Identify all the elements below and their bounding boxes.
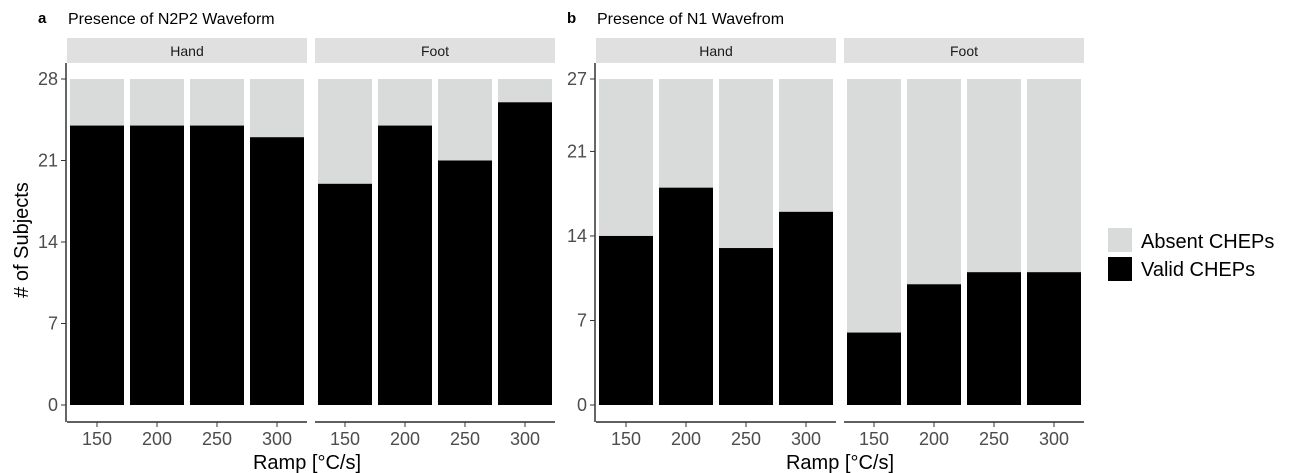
panel-b-plot: 0 7 14 21 27 Hand 150 200 250 300 Foot 150 200 250 300: [567, 38, 1084, 449]
panel-b-foot-bar-valid-200: [907, 284, 961, 405]
panel-a-letter: a: [38, 10, 47, 27]
panel-a-foot-bar-absent-150: [318, 79, 372, 184]
panel-b-foot-bar-absent-200: [907, 79, 961, 285]
legend-swatch-absent: [1108, 228, 1132, 252]
panel-b-hand-bar-valid-200: [659, 187, 713, 405]
panel-a-hand-bar-absent-300: [250, 79, 304, 138]
legend-swatch-valid: [1108, 257, 1132, 281]
panel-b-hand-strip: [596, 38, 836, 63]
panel-a-hand-x-tick-label-250: 250: [202, 429, 232, 449]
panel-a-hand-strip: [67, 38, 307, 63]
panel-a-foot-bar-absent-250: [438, 79, 492, 161]
panel-a-hand-x-tick-label-300: 300: [262, 429, 292, 449]
panel-a-title: Presence of N2P2 Waveform: [68, 11, 275, 28]
panel-a-y-tick-label: 21: [38, 151, 58, 171]
panel-b-foot-x-tick-label-250: 250: [979, 429, 1009, 449]
panel-a-hand-bar-valid-250: [190, 125, 244, 406]
panel-b-foot-strip-label: Foot: [950, 43, 978, 59]
panel-b-y-tick-label: 0: [577, 395, 587, 415]
panel-b-hand-bar-absent-200: [659, 79, 713, 188]
panel-a-hand-bar-valid-150: [70, 125, 124, 406]
panel-b-hand-strip-label: Hand: [699, 43, 732, 59]
panel-a-foot-bar-absent-200: [378, 79, 432, 126]
panel-a-foot-bar-valid-250: [438, 160, 492, 405]
panel-b-hand-x-tick-label-250: 250: [731, 429, 761, 449]
panel-a-hand-bar-absent-200: [130, 79, 184, 126]
panel-a-hand-bar-absent-250: [190, 79, 244, 126]
panel-b-foot-bar-valid-250: [967, 272, 1021, 405]
panel-a-foot-strip: [315, 38, 555, 63]
panel-a-foot-bar-valid-150: [318, 183, 372, 405]
panel-b-hand-x-tick-label-200: 200: [671, 429, 701, 449]
panel-a-plot: 0 7 14 21 28 Hand 150 200 250 300 Foot 150 200 250 300: [38, 38, 555, 449]
panel-b-foot-strip: [844, 38, 1084, 63]
panel-b-hand-x-tick-label-150: 150: [611, 429, 641, 449]
panel-a-x-axis-title: Ramp [°C/s]: [253, 452, 361, 473]
panel-b-foot-x-tick-label-150: 150: [859, 429, 889, 449]
legend-label-absent: Absent CHEPs: [1141, 231, 1274, 253]
panel-b-y-tick-label: 14: [567, 226, 587, 246]
panel-b-foot-x-tick-label-200: 200: [919, 429, 949, 449]
panel-b-hand-x-tick-label-300: 300: [791, 429, 821, 449]
panel-a-y-tick-label: 14: [38, 232, 58, 252]
panel-a-hand-bar-valid-300: [250, 137, 304, 405]
panel-a-foot-x-tick-label-300: 300: [510, 429, 540, 449]
panel-b-hand-bar-absent-150: [599, 79, 653, 236]
panel-a-foot-bar-absent-300: [498, 79, 552, 103]
panel-b-foot-bar-valid-300: [1027, 272, 1081, 405]
panel-a-hand-bar-absent-150: [70, 79, 124, 126]
panel-a-foot-x-tick-label-150: 150: [330, 429, 360, 449]
panel-b-letter: b: [567, 10, 576, 27]
panel-a-y-axis-title: # of Subjects: [11, 182, 33, 298]
panel-b-foot-bar-valid-150: [847, 332, 901, 405]
panel-b-y-tick-label: 7: [577, 310, 587, 330]
panel-b-hand-bar-absent-250: [719, 79, 773, 249]
panel-b-hand-bar-absent-300: [779, 79, 833, 212]
panel-b-foot-x-tick-label-300: 300: [1039, 429, 1069, 449]
panel-a-y-tick-label: 0: [48, 395, 58, 415]
panel-b-hand-bar-valid-150: [599, 235, 653, 405]
panel-b-y-tick-label: 21: [567, 141, 587, 161]
panel-b-hand-bar-valid-250: [719, 248, 773, 405]
legend-label-valid: Valid CHEPs: [1141, 259, 1255, 281]
panel-a-foot-bar-valid-300: [498, 102, 552, 406]
panel-b-y-tick-label: 27: [567, 69, 587, 89]
panel-a-hand-x-tick-label-150: 150: [82, 429, 112, 449]
panel-a-foot-x-tick-label-200: 200: [390, 429, 420, 449]
panel-a-foot-x-tick-label-250: 250: [450, 429, 480, 449]
legend: Absent CHEPs Valid CHEPs: [1108, 228, 1274, 281]
panel-a-foot-bar-valid-200: [378, 125, 432, 406]
panel-b-x-axis-title: Ramp [°C/s]: [786, 452, 894, 473]
panel-b-hand-bar-valid-300: [779, 211, 833, 405]
panel-b-foot-bar-absent-250: [967, 79, 1021, 273]
panel-b-foot-bar-absent-150: [847, 79, 901, 333]
panel-b-foot-bar-absent-300: [1027, 79, 1081, 273]
panel-a-foot-strip-label: Foot: [421, 43, 449, 59]
panel-a-hand-x-tick-label-200: 200: [142, 429, 172, 449]
panel-a-y-tick-label: 28: [38, 69, 58, 89]
panel-a-hand-bar-valid-200: [130, 125, 184, 406]
panel-b-title: Presence of N1 Wavefrom: [597, 11, 784, 28]
panel-a-y-tick-label: 7: [48, 314, 58, 334]
panel-a-hand-strip-label: Hand: [170, 43, 203, 59]
